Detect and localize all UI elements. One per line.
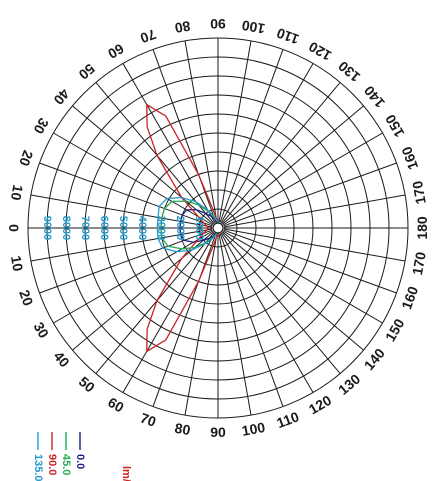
grid-spoke xyxy=(152,49,217,223)
grid-spoke xyxy=(39,162,213,227)
angle-tick-label: 10 xyxy=(8,254,26,272)
angle-tick-label: 170 xyxy=(409,250,429,276)
grid-spoke xyxy=(221,232,341,374)
radial-value-label: 4000 xyxy=(136,216,148,240)
legend-label: 0.0 xyxy=(74,454,86,469)
angle-tick-label: 40 xyxy=(50,86,72,108)
radial-value-label: 1000 xyxy=(193,216,205,240)
angle-tick-label: 110 xyxy=(274,408,301,431)
grid-spoke xyxy=(122,63,216,224)
grid-spoke xyxy=(223,162,397,227)
angle-tick-label: 160 xyxy=(398,144,421,172)
grid-spoke xyxy=(30,228,213,262)
legend-label: 135.0 xyxy=(32,454,44,481)
polar-grid xyxy=(27,37,409,419)
grid-spoke xyxy=(223,229,397,294)
angle-tick-label: 150 xyxy=(382,316,408,344)
grid-spoke xyxy=(218,233,252,416)
angle-tick-label: 30 xyxy=(30,115,52,137)
grid-spoke xyxy=(221,82,341,224)
angle-tick-label: 20 xyxy=(16,288,36,308)
angle-tick-label: 170 xyxy=(409,179,429,205)
angle-tick-label: 70 xyxy=(138,410,158,430)
angle-tick-label: 40 xyxy=(51,348,73,370)
grid-spoke xyxy=(72,105,214,225)
angle-tick-label: 90 xyxy=(210,424,226,440)
angle-tick-label: 60 xyxy=(105,394,127,416)
radial-value-labels: 1000 2000 3000 4000 5000 6000 7000 8000 9000 xyxy=(41,216,205,240)
center-hole xyxy=(212,222,224,234)
grid-spoke xyxy=(152,233,217,407)
unit-label: lm/sr xyxy=(120,466,132,481)
grid-spoke xyxy=(222,132,383,226)
angle-tick-label: 100 xyxy=(241,419,267,439)
angle-tick-label: 50 xyxy=(76,61,98,83)
legend-label: 45.0 xyxy=(60,454,72,475)
grid-spoke xyxy=(222,230,383,324)
grid-spoke xyxy=(223,194,406,228)
angle-tick-label: 10 xyxy=(8,184,26,202)
grid-spoke xyxy=(223,228,406,262)
radial-value-label: 3000 xyxy=(155,216,167,240)
radial-value-label: 8000 xyxy=(60,216,72,240)
grid-spoke xyxy=(218,40,252,223)
angle-tick-label: 180 xyxy=(414,216,430,240)
grid-spoke xyxy=(122,232,216,393)
grid-spoke xyxy=(184,233,218,416)
angle-tick-label: 80 xyxy=(173,18,191,36)
grid-spoke xyxy=(184,40,218,223)
grid-spoke xyxy=(222,231,364,351)
angle-tick-label: 30 xyxy=(31,319,53,341)
grid-spoke xyxy=(72,231,214,351)
grid-spoke xyxy=(30,194,213,228)
angle-tick-label: 120 xyxy=(306,392,334,418)
radial-value-label: 2000 xyxy=(174,216,186,240)
legend-label: 90.0 xyxy=(46,454,58,475)
radial-value-label: 7000 xyxy=(79,216,91,240)
angle-tick-label: 80 xyxy=(174,420,192,438)
angle-tick-label: 160 xyxy=(398,284,421,312)
angle-tick-label: 50 xyxy=(76,373,98,395)
grid-spoke xyxy=(222,105,364,225)
angle-tick-label: 60 xyxy=(105,41,127,63)
angle-tick-label: 110 xyxy=(274,25,301,48)
angle-tick-label: 0 xyxy=(6,224,22,232)
grid-spoke xyxy=(220,232,314,393)
angle-tick-label: 20 xyxy=(16,148,36,168)
legend: lm/sr 135.0 90.0 45.0 0.0 xyxy=(32,432,132,481)
angle-tick-label: 120 xyxy=(306,38,334,64)
radial-value-label: 6000 xyxy=(98,216,110,240)
angle-tick-label: 100 xyxy=(240,17,266,37)
angle-tick-label: 150 xyxy=(382,112,408,140)
grid-spoke xyxy=(95,82,215,224)
radial-value-label: 9000 xyxy=(41,216,53,240)
angle-tick-label: 70 xyxy=(138,26,158,46)
grid-spoke xyxy=(220,63,314,224)
radial-value-label: 5000 xyxy=(117,216,129,240)
grid-spoke xyxy=(219,233,284,407)
grid-spoke xyxy=(95,232,215,374)
angle-tick-label: 90 xyxy=(210,16,226,32)
grid-spoke xyxy=(219,49,284,223)
grid-spoke xyxy=(53,230,214,324)
